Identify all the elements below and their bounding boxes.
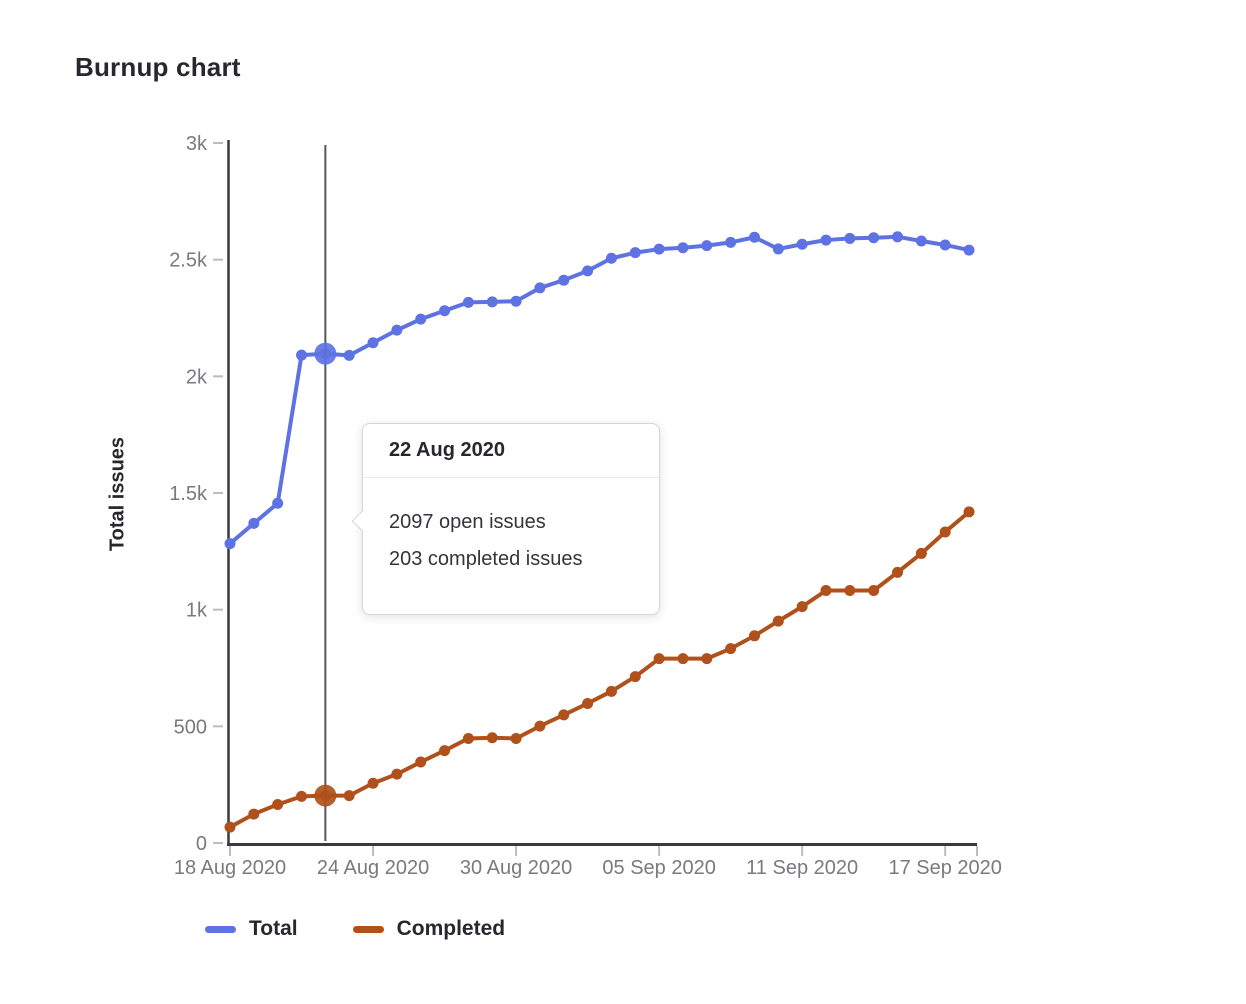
total-point[interactable] [486, 296, 498, 308]
completed-point[interactable] [892, 566, 904, 578]
chart-legend: Total Completed [205, 917, 560, 941]
total-point[interactable] [939, 239, 951, 251]
total-point[interactable] [963, 244, 975, 256]
total-point[interactable] [391, 324, 403, 336]
total-point[interactable] [820, 234, 832, 246]
completed-point[interactable] [439, 745, 451, 757]
chart-tooltip: 22 Aug 2020 2097 open issues 203 complet… [351, 423, 660, 615]
page-title: Burnup chart [75, 52, 241, 82]
legend-label-total: Total [249, 917, 298, 940]
total-point[interactable] [725, 236, 737, 248]
y-tick-label: 2k [186, 366, 208, 388]
total-point[interactable] [534, 282, 546, 294]
completed-point[interactable] [391, 768, 403, 780]
legend-item-completed[interactable]: Completed [352, 917, 506, 941]
legend-item-total[interactable]: Total [205, 917, 298, 941]
total-point[interactable] [677, 242, 689, 254]
tooltip-open-issues: 2097 open issues [389, 511, 546, 533]
y-tick-label: 1.5k [169, 483, 208, 505]
completed-point[interactable] [725, 643, 737, 655]
completed-point[interactable] [868, 585, 880, 597]
total-point[interactable] [415, 313, 427, 325]
tooltip-body: 2097 open issues 203 completed issues [363, 478, 659, 614]
completed-point[interactable] [558, 709, 570, 721]
completed-point[interactable] [510, 732, 522, 744]
completed-point[interactable] [701, 653, 713, 665]
tooltip-date: 22 Aug 2020 [363, 424, 659, 478]
total-point[interactable] [248, 517, 260, 529]
total-point[interactable] [558, 274, 570, 286]
total-point[interactable] [629, 247, 641, 259]
total-point[interactable] [224, 538, 236, 550]
total-point[interactable] [653, 243, 665, 255]
total-point[interactable] [582, 265, 594, 277]
total-point[interactable] [367, 337, 379, 349]
x-tick-label: 11 Sep 2020 [746, 857, 858, 879]
completed-point[interactable] [772, 615, 784, 627]
x-tick-label: 30 Aug 2020 [460, 857, 572, 879]
completed-point[interactable] [248, 808, 260, 820]
total-point[interactable] [605, 252, 617, 264]
completed-point[interactable] [534, 720, 546, 732]
total-point[interactable] [701, 240, 713, 252]
completed-point[interactable] [939, 526, 951, 538]
total-point[interactable] [844, 232, 856, 244]
y-tick-label: 2.5k [169, 250, 208, 272]
y-tick-label: 500 [174, 716, 207, 738]
completed-series-swatch-icon [352, 925, 384, 933]
completed-point[interactable] [653, 653, 665, 665]
total-point[interactable] [868, 232, 880, 244]
completed-point[interactable] [796, 601, 808, 613]
completed-point[interactable] [605, 685, 617, 697]
completed-point[interactable] [629, 671, 641, 683]
completed-point[interactable] [677, 653, 689, 665]
total-point[interactable] [796, 238, 808, 250]
total-point[interactable] [296, 349, 308, 361]
completed-point[interactable] [272, 799, 284, 810]
total-point[interactable] [892, 231, 904, 243]
total-highlight-point[interactable] [314, 342, 337, 365]
total-point[interactable] [748, 231, 760, 243]
completed-point[interactable] [367, 777, 379, 789]
completed-point[interactable] [462, 732, 474, 744]
y-tick-label: 3k [186, 133, 208, 155]
completed-point[interactable] [415, 756, 427, 768]
total-point[interactable] [772, 243, 784, 255]
completed-point[interactable] [296, 790, 308, 802]
completed-highlight-point[interactable] [314, 784, 337, 807]
x-tick-label: 05 Sep 2020 [602, 857, 715, 879]
completed-point[interactable] [486, 732, 498, 744]
total-point[interactable] [462, 296, 474, 308]
completed-point[interactable] [915, 547, 927, 559]
y-tick-label: 0 [196, 833, 207, 855]
y-tick-label: 1k [186, 600, 208, 622]
total-point[interactable] [915, 235, 927, 247]
x-tick-label: 18 Aug 2020 [174, 857, 286, 879]
total-point[interactable] [272, 497, 284, 509]
total-point[interactable] [510, 295, 522, 307]
total-series-swatch-icon [205, 925, 236, 933]
completed-point[interactable] [820, 585, 832, 597]
total-point[interactable] [343, 349, 355, 361]
legend-label-completed: Completed [396, 917, 506, 940]
completed-point[interactable] [748, 630, 760, 642]
completed-point[interactable] [582, 697, 594, 709]
x-tick-label: 17 Sep 2020 [888, 857, 1001, 879]
tooltip-completed-issues: 203 completed issues [389, 548, 583, 570]
completed-point[interactable] [844, 585, 856, 597]
x-tick-label: 24 Aug 2020 [317, 857, 429, 879]
completed-point[interactable] [963, 506, 975, 518]
total-point[interactable] [439, 305, 451, 317]
completed-point[interactable] [343, 790, 355, 802]
completed-point[interactable] [224, 821, 236, 833]
